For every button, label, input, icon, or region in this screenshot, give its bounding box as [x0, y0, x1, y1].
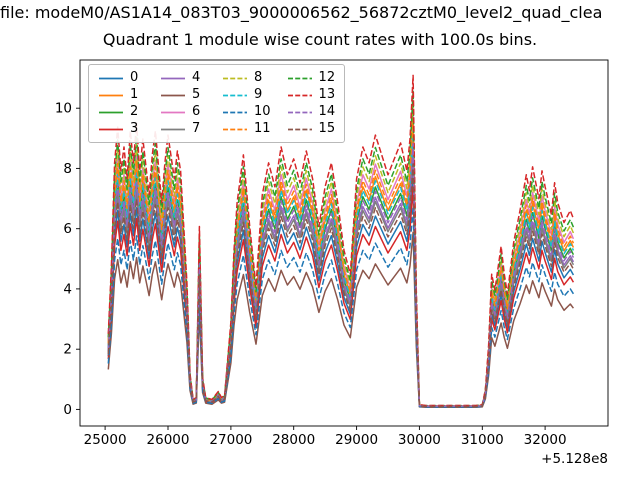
legend-line-sample: [161, 77, 185, 79]
legend-item-14: 14: [287, 104, 336, 120]
y-tick-label: 4: [63, 281, 72, 297]
legend-label: 4: [192, 70, 201, 85]
legend-item-5: 5: [160, 87, 206, 103]
legend-label: 2: [130, 104, 139, 119]
legend-label: 5: [192, 87, 201, 102]
legend-line-sample: [99, 128, 123, 130]
x-tick-label: 29000: [335, 432, 378, 448]
y-tick-label: 0: [63, 402, 72, 418]
y-tick-label: 6: [63, 221, 72, 237]
legend-box: 0 1 2 3 4 5 6 7 8 9 10 11 12 13 14 15: [88, 64, 346, 143]
legend-item-6: 6: [160, 104, 206, 120]
series-line-10: [107, 206, 575, 408]
series-line-3: [107, 186, 575, 408]
legend-line-sample: [223, 94, 247, 96]
series-line-5: [107, 231, 575, 409]
legend-item-11: 11: [222, 121, 271, 137]
legend-line-sample: [223, 111, 247, 113]
legend-item-1: 1: [98, 87, 144, 103]
file-path-text: file: modeM0/AS1A14_083T03_9000006562_56…: [0, 4, 603, 22]
legend-line-sample: [161, 111, 185, 113]
series-line-15: [107, 163, 575, 408]
y-tick-label: 10: [55, 101, 72, 117]
legend-label: 1: [130, 87, 139, 102]
series-line-0: [107, 173, 575, 408]
x-tick-label: 32000: [524, 432, 567, 448]
x-tick-label: 25000: [84, 432, 127, 448]
legend-item-9: 9: [222, 87, 271, 103]
legend-line-sample: [99, 94, 123, 96]
legend-item-15: 15: [287, 121, 336, 137]
legend-item-0: 0: [98, 70, 144, 86]
y-tick-label: 2: [63, 342, 72, 358]
legend-line-sample: [99, 111, 123, 113]
legend-line-sample: [287, 94, 312, 96]
y-tick-label: 8: [63, 161, 72, 177]
axes-spines: [79, 59, 609, 427]
legend-label: 11: [254, 121, 271, 136]
series-line-12: [107, 89, 575, 407]
legend-line-sample: [287, 111, 312, 113]
x-axis-offset-label: +5.128e8: [541, 451, 608, 467]
legend-item-10: 10: [222, 104, 271, 120]
legend-label: 15: [318, 121, 336, 136]
legend-line-sample: [287, 77, 312, 79]
x-tick-label: 27000: [209, 432, 252, 448]
legend-line-sample: [287, 128, 312, 130]
legend-label: 7: [192, 121, 201, 136]
legend-item-8: 8: [222, 70, 271, 86]
legend-label: 10: [254, 104, 271, 119]
series-line-13: [107, 74, 575, 407]
legend-item-2: 2: [98, 104, 144, 120]
x-tick-label: 30000: [398, 432, 441, 448]
legend-line-sample: [161, 128, 185, 130]
legend-item-7: 7: [160, 121, 206, 137]
legend-line-sample: [223, 77, 247, 79]
legend-line-sample: [161, 94, 185, 96]
legend-label: 13: [318, 87, 336, 102]
series-line-14: [107, 142, 575, 408]
legend-label: 14: [318, 104, 336, 119]
chart-title: Quadrant 1 module wise count rates with …: [102, 30, 538, 49]
legend-label: 8: [254, 70, 263, 85]
legend-item-13: 13: [287, 87, 336, 103]
legend-label: 12: [318, 70, 336, 85]
legend-label: 9: [254, 87, 263, 102]
x-tick-label: 28000: [272, 432, 315, 448]
x-tick-label: 31000: [461, 432, 504, 448]
series-line-11: [107, 117, 575, 407]
legend-label: 0: [130, 70, 139, 85]
legend-line-sample: [99, 77, 123, 79]
legend-label: 3: [130, 121, 139, 136]
x-tick-label: 26000: [147, 432, 190, 448]
legend-label: 6: [192, 104, 201, 119]
legend-item-12: 12: [287, 70, 336, 86]
legend-item-3: 3: [98, 121, 144, 137]
legend-item-4: 4: [160, 70, 206, 86]
legend-line-sample: [223, 128, 247, 130]
